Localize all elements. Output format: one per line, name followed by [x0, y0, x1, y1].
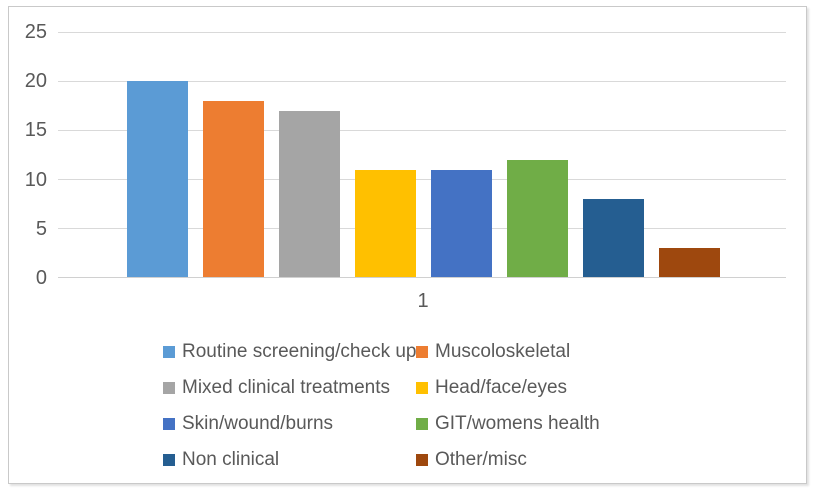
- legend-item-mixed-clinical-treatments: Mixed clinical treatments: [163, 376, 416, 399]
- legend-item-non-clinical: Non clinical: [163, 448, 416, 471]
- legend-marker-icon: [416, 453, 428, 466]
- gridline-20: [58, 80, 786, 82]
- plot-area: [58, 31, 786, 278]
- bar-non-clinical: [583, 199, 644, 278]
- bar-git-womens-health: [507, 159, 568, 278]
- legend-label: Other/misc: [435, 448, 527, 470]
- legend: Routine screening/check up Muscoloskeleta…: [163, 334, 600, 478]
- legend-marker-icon: [416, 417, 428, 430]
- bar-other-misc: [659, 248, 720, 278]
- bar-muscoloskeletal: [203, 100, 264, 278]
- y-tick-label-20: 20: [24, 70, 47, 93]
- chart-frame: 0 5 10 15 20 25 1 Routine screening/check up M…: [8, 6, 807, 484]
- legend-item-other-misc: Other/misc: [416, 448, 600, 471]
- y-tick-label-15: 15: [24, 119, 47, 142]
- legend-marker-icon: [163, 345, 175, 358]
- bar-skin-wound-burns: [431, 169, 492, 278]
- legend-item-skin-wound-burns: Skin/wound/burns: [163, 412, 416, 435]
- legend-marker-icon: [163, 453, 175, 466]
- legend-marker-icon: [416, 345, 428, 358]
- legend-marker-icon: [163, 381, 175, 394]
- y-tick-label-5: 5: [35, 217, 47, 240]
- legend-label: GIT/womens health: [435, 412, 600, 434]
- legend-item-muscoloskeletal: Muscoloskeletal: [416, 340, 600, 363]
- legend-label: Skin/wound/burns: [182, 412, 334, 434]
- y-axis: 0 5 10 15 20 25: [9, 22, 47, 288]
- y-tick-label-0: 0: [35, 267, 47, 289]
- x-axis-tick-label: 1: [417, 290, 429, 312]
- legend-item-routine-screening-check-up: Routine screening/check up: [163, 340, 417, 363]
- gridline-5: [58, 228, 786, 230]
- bar-head-face-eyes: [355, 169, 416, 278]
- legend-marker-icon: [163, 417, 175, 430]
- gridline-15: [58, 129, 786, 131]
- legend-marker-icon: [416, 381, 428, 394]
- legend-label: Routine screening/check up: [182, 340, 417, 362]
- legend-item-head-face-eyes: Head/face/eyes: [416, 376, 600, 399]
- bar-routine-screening-check-up: [127, 81, 188, 278]
- gridline-25: [58, 31, 786, 33]
- y-tick-label-25: 25: [24, 21, 47, 43]
- legend-label: Non clinical: [182, 448, 280, 470]
- legend-label: Mixed clinical treatments: [182, 376, 391, 398]
- y-tick-label-10: 10: [24, 168, 47, 191]
- bars-group: [61, 32, 786, 278]
- legend-label: Head/face/eyes: [435, 376, 568, 398]
- legend-label: Muscoloskeletal: [435, 340, 571, 362]
- bar-mixed-clinical-treatments: [279, 110, 340, 278]
- x-axis-line: [58, 277, 786, 278]
- legend-item-git-womens-health: GIT/womens health: [416, 412, 600, 435]
- gridline-10: [58, 179, 786, 181]
